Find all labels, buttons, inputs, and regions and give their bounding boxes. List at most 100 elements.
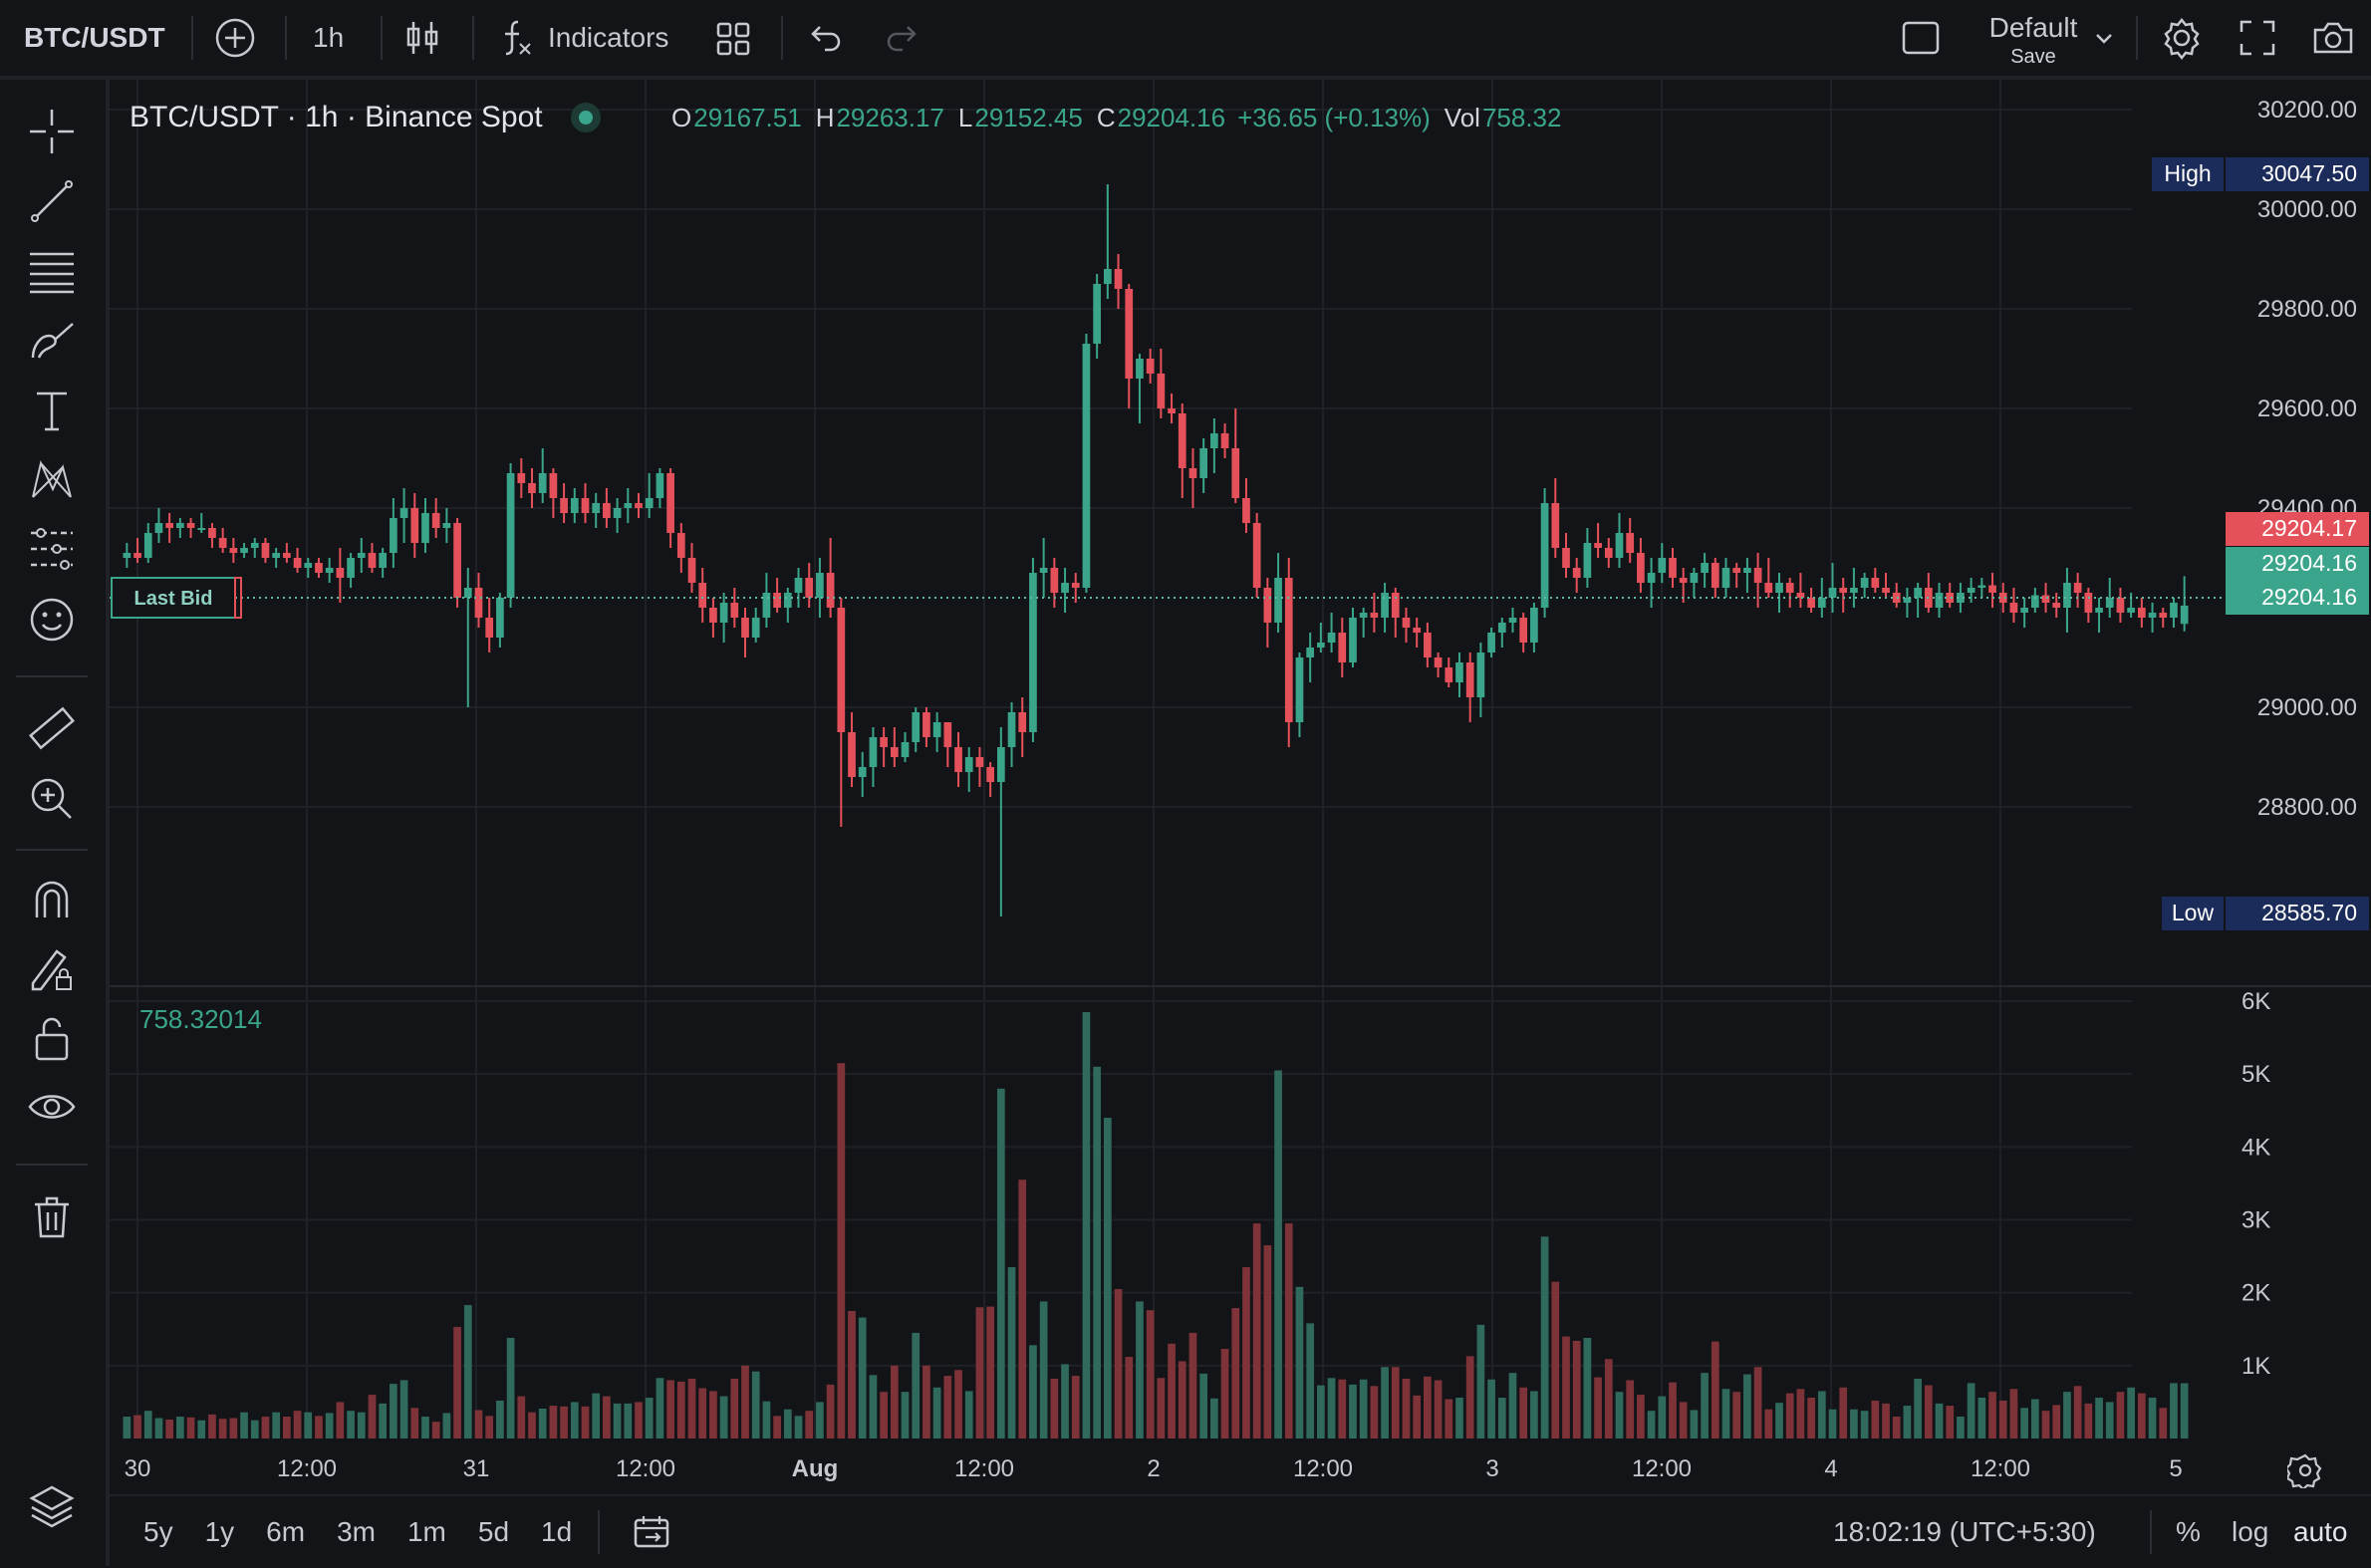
settings-button[interactable]	[2160, 0, 2204, 76]
ruler-tool[interactable]	[24, 701, 80, 757]
zoom-tool[interactable]	[24, 771, 80, 827]
range-button-3m[interactable]: 3m	[337, 1516, 376, 1547]
forecast-tool[interactable]	[24, 522, 80, 578]
volume-bar	[315, 1416, 323, 1438]
candle-body	[741, 618, 749, 638]
candle-body	[730, 603, 739, 618]
interval-button[interactable]: 1h	[313, 0, 344, 76]
volume-bar	[964, 1391, 973, 1438]
visibility-tool[interactable]	[24, 1080, 80, 1136]
volume-bar	[474, 1410, 483, 1438]
pattern-tool[interactable]	[24, 452, 80, 508]
chart-settings-button[interactable]	[2286, 1453, 2322, 1489]
candle-body	[1093, 284, 1101, 344]
crosshair-tool[interactable]	[24, 104, 80, 159]
last-price-tag: 29204.16	[2261, 550, 2357, 576]
range-button-5y[interactable]: 5y	[143, 1516, 173, 1547]
trend-line-tool[interactable]	[24, 173, 80, 229]
volume-bar	[1434, 1380, 1443, 1438]
fullscreen-button[interactable]	[2238, 0, 2277, 76]
volume-bar	[1743, 1374, 1751, 1438]
volume-bar	[943, 1376, 952, 1438]
time-tick-label: 12:00	[616, 1455, 675, 1482]
emoji-tool[interactable]	[24, 592, 80, 648]
volume-bar	[1349, 1384, 1357, 1438]
volume-bar	[2030, 1399, 2039, 1438]
volume-bar	[218, 1419, 227, 1438]
indicators-button[interactable]: Indicators	[500, 0, 668, 76]
candle-body	[1007, 712, 1016, 747]
candle-body	[996, 747, 1005, 782]
symbol-search-button[interactable]: BTC/USDT	[24, 0, 165, 76]
goto-date-button[interactable]	[632, 1496, 671, 1568]
candle-body	[538, 473, 547, 493]
object-tree-button[interactable]	[24, 1478, 80, 1534]
layout-save-label: Save	[2010, 46, 2056, 68]
lock-drawing-tool[interactable]	[24, 940, 80, 996]
volume-axis[interactable]: 6K 5K 4K 3K 2K 1K	[2241, 988, 2270, 1380]
price-tick-label: 29600.00	[2257, 395, 2357, 422]
volume-bar	[794, 1416, 803, 1438]
price-chart[interactable]: Last Bid 30200.00 30000.00 29800.00 29600.0…	[110, 80, 2371, 1492]
candle-body	[1711, 563, 1719, 588]
layouts-button[interactable]	[713, 0, 753, 76]
log-toggle[interactable]: log	[2232, 1496, 2268, 1568]
range-button-1m[interactable]: 1m	[406, 1516, 446, 1547]
volume-tick-label: 5K	[2241, 1061, 2270, 1088]
volume-bar	[485, 1416, 494, 1438]
brush-tool[interactable]	[24, 313, 80, 369]
range-button-1d[interactable]: 1d	[541, 1516, 573, 1547]
volume-bar	[2095, 1398, 2103, 1438]
time-axis[interactable]: 30 12:00 31 12:00 Aug 12:00 2 12:00 3 12:00 4 12:00…	[125, 1455, 2183, 1482]
percent-toggle[interactable]: %	[2176, 1496, 2201, 1568]
screenshot-button[interactable]	[2311, 0, 2355, 76]
time-tick-label: 4	[1824, 1455, 1837, 1482]
volume-bar	[773, 1416, 781, 1438]
candle-body	[283, 553, 291, 558]
range-button-6m[interactable]: 6m	[266, 1516, 306, 1547]
candle-body	[1434, 657, 1443, 667]
collapse-arrow[interactable]: ‹	[110, 1430, 111, 1451]
symbol-legend[interactable]: BTC/USDT · 1h · Binance Spot	[130, 96, 601, 139]
camera-icon	[2313, 22, 2353, 54]
candle-body	[943, 722, 952, 747]
layout-name-button[interactable]: Default Save	[1959, 12, 2108, 69]
range-button-5d[interactable]: 5d	[477, 1516, 510, 1547]
time-tick-label: 30	[125, 1455, 151, 1482]
unlock-tool[interactable]	[24, 1010, 80, 1066]
volume-bar	[1125, 1357, 1134, 1438]
candle-body	[1732, 568, 1741, 573]
volume-bar	[1519, 1387, 1528, 1438]
auto-toggle[interactable]: auto	[2293, 1496, 2348, 1568]
price-tags: 29204.17 29204.16 29204.16	[2226, 512, 2369, 615]
volume-bar	[1455, 1398, 1463, 1438]
magnet-tool[interactable]	[24, 871, 80, 926]
text-tool[interactable]	[24, 383, 80, 438]
add-symbol-button[interactable]	[213, 0, 257, 76]
volume-bar	[1839, 1387, 1848, 1438]
layout-menu-button[interactable]	[2092, 0, 2116, 76]
volume-bar	[1413, 1395, 1422, 1438]
volume-bar	[1199, 1373, 1208, 1438]
candle-body	[794, 578, 803, 593]
volume-bar	[496, 1400, 504, 1438]
price-axis[interactable]: 30200.0030000.0029800.0029600.0029400.00…	[2257, 97, 2357, 821]
ruler-icon	[29, 706, 75, 750]
candle-body	[485, 618, 494, 638]
layout-toggle[interactable]	[1901, 0, 1941, 76]
timezone-button[interactable]: 18:02:19 (UTC+5:30)	[1833, 1496, 2096, 1568]
remove-drawings-tool[interactable]	[24, 1189, 80, 1245]
candle-body	[2041, 595, 2050, 603]
volume-bar	[1998, 1400, 2007, 1438]
redo-button[interactable]	[885, 0, 921, 76]
range-button-1y[interactable]: 1y	[204, 1516, 235, 1547]
volume-bar	[912, 1332, 921, 1438]
vol-label: Vol	[1444, 102, 1480, 132]
candle-body	[1583, 543, 1592, 578]
candle-body	[218, 538, 227, 548]
fib-tool[interactable]	[24, 243, 80, 299]
undo-button[interactable]	[807, 0, 843, 76]
candle-body	[347, 558, 355, 578]
chart-type-button[interactable]	[404, 0, 440, 76]
volume-bar	[645, 1398, 654, 1438]
